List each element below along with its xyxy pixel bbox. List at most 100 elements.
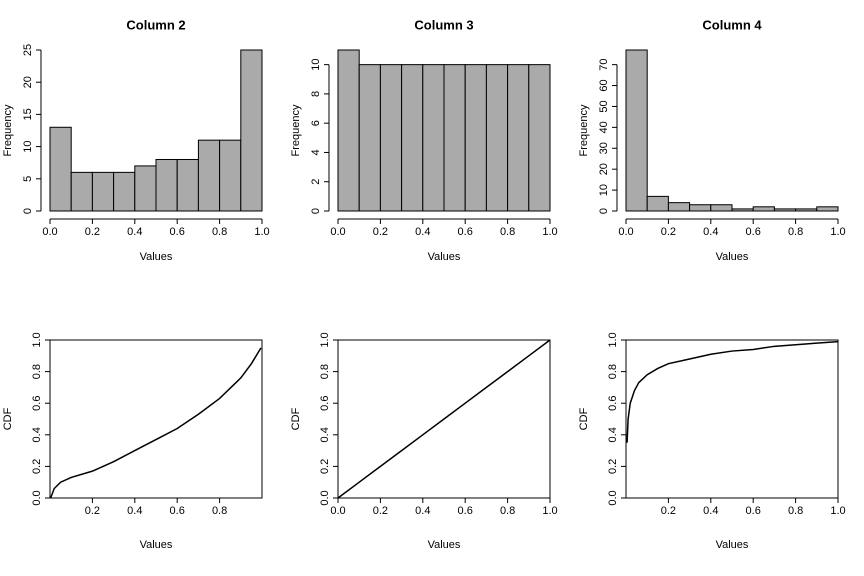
y-tick-label: 0.8 [319,364,331,379]
bar [358,64,381,212]
y-tick-label: 0.0 [31,490,43,505]
bar [667,202,691,212]
bar [443,64,466,212]
y-axis-label: Frequency [2,104,14,156]
x-tick-label: 0.2 [373,505,388,517]
bar [816,206,839,212]
bar [134,165,157,212]
x-tick-label: 0.2 [661,505,676,517]
bar [731,208,754,212]
bar [176,158,199,212]
y-tick-label: 0.2 [319,459,331,474]
cdf-line [337,339,551,499]
x-tick-label: 0.8 [788,505,803,517]
x-tick-label: 1.0 [830,226,845,238]
y-tick-label: 25 [22,44,34,56]
cdf-line [626,340,839,443]
y-tick-label: 2 [310,179,322,185]
bar [625,49,648,212]
y-tick-label: 0.4 [319,427,331,442]
y-tick-label: 0.4 [607,427,619,442]
x-tick-label: 0.0 [42,226,57,238]
plot-box [337,339,551,499]
y-tick-label: 6 [310,120,322,126]
bar [795,208,818,212]
bar [689,204,712,212]
x-tick-label: 1.0 [542,226,557,238]
y-tick-label: 8 [310,91,322,97]
x-axis-label: Values [716,251,749,263]
bar [379,64,403,212]
x-tick-label: 1.0 [830,505,845,517]
x-tick-label: 0.0 [330,226,345,238]
y-axis-label: CDF [290,407,302,430]
panel-title: Column 2 [126,17,185,32]
y-tick-label: 1.0 [31,332,43,347]
bar [422,64,445,212]
y-tick-label: 15 [22,108,34,120]
y-tick-label: 0 [598,208,610,214]
y-tick-label: 4 [310,149,322,155]
x-tick-label: 0.4 [127,505,142,517]
y-tick-label: 0 [22,208,34,214]
bar [70,171,93,212]
bar [401,64,424,212]
y-tick-label: 0 [310,208,322,214]
y-tick-label: 20 [598,163,610,175]
y-tick-label: 0.6 [31,396,43,411]
x-tick-label: 1.0 [542,505,557,517]
y-tick-label: 1.0 [319,332,331,347]
x-axis-label: Values [140,251,173,263]
x-tick-label: 0.8 [788,226,803,238]
x-tick-label: 0.6 [746,226,761,238]
y-tick-label: 10 [598,184,610,196]
y-tick-label: 50 [598,100,610,112]
panel-title: Column 3 [414,17,473,32]
plot-box [49,339,263,499]
x-tick-label: 0.2 [85,505,100,517]
x-axis-label: Values [140,539,173,551]
bar [219,139,242,212]
bar [91,171,115,212]
x-tick-label: 0.6 [746,505,761,517]
bar [528,64,551,212]
y-tick-label: 0.2 [31,459,43,474]
x-tick-label: 0.8 [500,505,515,517]
bar [710,204,733,212]
bar [49,126,72,212]
x-tick-label: 0.6 [170,505,185,517]
x-tick-label: 0.8 [212,226,227,238]
x-tick-label: 1.0 [254,226,269,238]
bar [507,64,530,212]
bar [752,206,775,212]
y-tick-label: 5 [22,176,34,182]
y-tick-label: 10 [310,59,322,71]
x-tick-label: 0.6 [458,505,473,517]
y-tick-label: 0.6 [319,396,331,411]
x-tick-label: 0.6 [170,226,185,238]
y-tick-label: 40 [598,121,610,133]
x-tick-label: 0.0 [330,505,345,517]
bar [464,64,487,212]
x-tick-label: 0.4 [415,505,430,517]
y-axis-label: CDF [2,407,14,430]
x-tick-label: 0.6 [458,226,473,238]
y-tick-label: 70 [598,59,610,71]
y-tick-label: 0.8 [31,364,43,379]
x-tick-label: 0.4 [127,226,142,238]
y-tick-label: 0.6 [607,396,619,411]
y-axis-label: Frequency [578,104,590,156]
bar [240,49,263,212]
x-axis-label: Values [428,251,461,263]
x-tick-label: 0.8 [500,226,515,238]
x-tick-label: 0.2 [85,226,100,238]
y-tick-label: 0.0 [319,490,331,505]
y-axis-label: CDF [578,407,590,430]
bar [485,64,509,212]
bar [113,171,136,212]
y-tick-label: 20 [22,76,34,88]
x-tick-label: 0.2 [661,226,676,238]
x-tick-label: 0.8 [212,505,227,517]
y-tick-label: 0.4 [31,427,43,442]
